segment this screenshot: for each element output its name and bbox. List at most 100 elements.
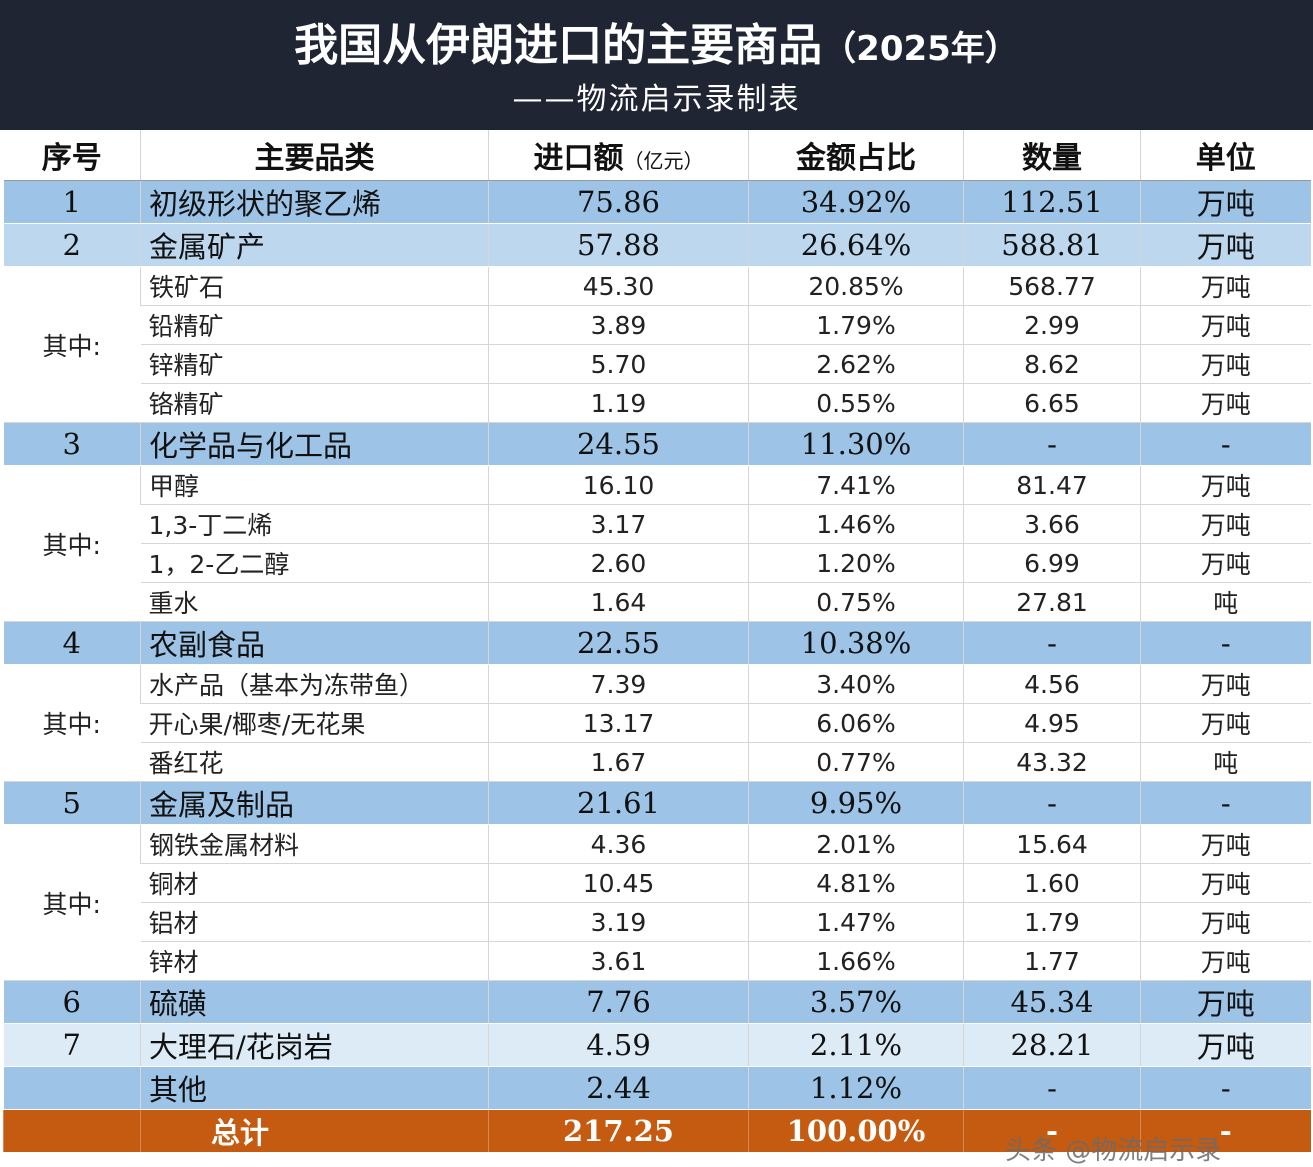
cell-category: 锌精矿 [140,344,489,384]
group-label: 其中: [3,465,141,622]
cell-share: 3.40% [748,664,964,704]
col-amount: 进口额（亿元） [488,130,749,181]
cell-share: 1.46% [748,504,964,544]
cell-amount: 21.61 [488,781,749,825]
cell-category: 金属矿产 [140,223,489,267]
cell-unit: - [1140,1109,1311,1152]
cell-quantity: 27.81 [963,582,1141,622]
cell-share: 20.85% [748,266,964,306]
cell-unit: 万吨 [1140,305,1311,345]
cell-unit: - [1140,621,1311,665]
cell-unit: 万吨 [1140,824,1311,864]
cell-amount: 2.44 [488,1066,749,1110]
col-share: 金额占比 [748,130,964,181]
cell-quantity: - [963,621,1141,665]
cell-unit: 万吨 [1140,703,1311,743]
cell-share: 1.79% [748,305,964,345]
cell-quantity: 588.81 [963,223,1141,267]
cell-quantity: - [963,422,1141,466]
cell-share: 100.00% [748,1109,964,1152]
cell-category: 农副食品 [140,621,489,665]
table-row-other: 其他 2.44 1.12% - - [3,1066,1311,1110]
cell-seq: 1 [3,180,141,224]
cell-amount: 24.55 [488,422,749,466]
table-row: 铝材 3.19 1.47% 1.79 万吨 [4,902,1311,942]
cell-category: 其他 [140,1066,489,1110]
cell-quantity: 568.77 [963,266,1141,306]
table-row: 其中: 甲醇 16.10 7.41% 81.47 万吨 [3,465,1311,622]
cell-amount: 1.64 [488,582,749,622]
cell-amount: 7.39 [488,664,749,704]
cell-amount: 3.19 [488,902,749,942]
cell-amount: 16.10 [488,465,749,505]
cell-quantity: 2.99 [963,305,1141,345]
cell-quantity: 4.95 [963,703,1141,743]
cell-amount: 57.88 [488,223,749,267]
cell-category: 总计 [140,1109,489,1152]
cell-quantity: 45.34 [963,980,1141,1024]
cell-category: 1，2-乙二醇 [140,543,489,583]
group-label: 其中: [3,664,141,782]
cell-unit: - [1140,781,1311,825]
cell-unit: 吨 [1140,582,1311,622]
cell-category: 铝材 [140,902,489,942]
cell-quantity: 4.56 [963,664,1141,704]
table-row: 5 金属及制品 21.61 9.95% - - [3,781,1311,825]
table-row: 6 硫磺 7.76 3.57% 45.34 万吨 [3,980,1311,1024]
cell-quantity: 15.64 [963,824,1141,864]
cell-category: 初级形状的聚乙烯 [140,180,489,224]
cell-unit: 万吨 [1140,383,1311,423]
cell-amount: 13.17 [488,703,749,743]
cell-seq [3,1066,141,1110]
group-label: 其中: [3,266,141,423]
cell-share: 3.57% [748,980,964,1024]
cell-amount: 75.86 [488,180,749,224]
cell-quantity: - [963,781,1141,825]
cell-unit: - [1140,1066,1311,1110]
cell-category: 番红花 [140,742,489,782]
cell-quantity: 43.32 [963,742,1141,782]
cell-quantity: 6.65 [963,383,1141,423]
cell-category: 重水 [140,582,489,622]
cell-quantity: 112.51 [963,180,1141,224]
col-amount-unit: （亿元） [623,149,704,173]
cell-amount: 22.55 [488,621,749,665]
table-row: 4 农副食品 22.55 10.38% - - [3,621,1311,665]
cell-amount: 10.45 [488,863,749,903]
col-amount-label: 进口额 [533,141,624,176]
cell-share: 0.77% [748,742,964,782]
cell-share: 9.95% [748,781,964,825]
cell-share: 1.66% [748,941,964,981]
cell-unit: 万吨 [1140,543,1311,583]
cell-category: 铬精矿 [140,383,489,423]
cell-unit: 万吨 [1140,863,1311,903]
cell-unit: 万吨 [1140,941,1311,981]
page-subtitle: ——物流启示录制表 [512,82,801,117]
cell-category: 铜材 [140,863,489,903]
page-title: 我国从伊朗进口的主要商品（2025年） [0,18,1313,77]
cell-unit: 万吨 [1140,1023,1311,1067]
cell-unit: 万吨 [1140,902,1311,942]
cell-category: 大理石/花岗岩 [140,1023,489,1067]
table-row: 锌精矿 5.70 2.62% 8.62 万吨 [4,344,1311,384]
cell-category: 开心果/椰枣/无花果 [140,703,489,743]
group-label: 其中: [3,824,141,981]
cell-quantity: 1.60 [963,863,1141,903]
cell-seq: 6 [3,980,141,1024]
cell-share: 7.41% [748,465,964,505]
cell-category: 甲醇 [140,465,489,505]
cell-quantity: 1.79 [963,902,1141,942]
cell-amount: 1.67 [488,742,749,782]
cell-amount: 2.60 [488,543,749,583]
table-row: 其中: 水产品（基本为冻带鱼） 7.39 3.40% 4.56 万吨 [3,664,1311,782]
cell-share: 0.55% [748,383,964,423]
table-row: 铬精矿 1.19 0.55% 6.65 万吨 [4,383,1311,423]
cell-category: 1,3-丁二烯 [140,504,489,544]
cell-share: 34.92% [748,180,964,224]
cell-seq [3,1109,141,1152]
cell-share: 1.20% [748,543,964,583]
header-row: 序号 主要品类 进口额（亿元） 金额占比 数量 单位 [3,130,1311,181]
cell-quantity: 81.47 [963,465,1141,505]
cell-amount: 5.70 [488,344,749,384]
cell-quantity: 8.62 [963,344,1141,384]
